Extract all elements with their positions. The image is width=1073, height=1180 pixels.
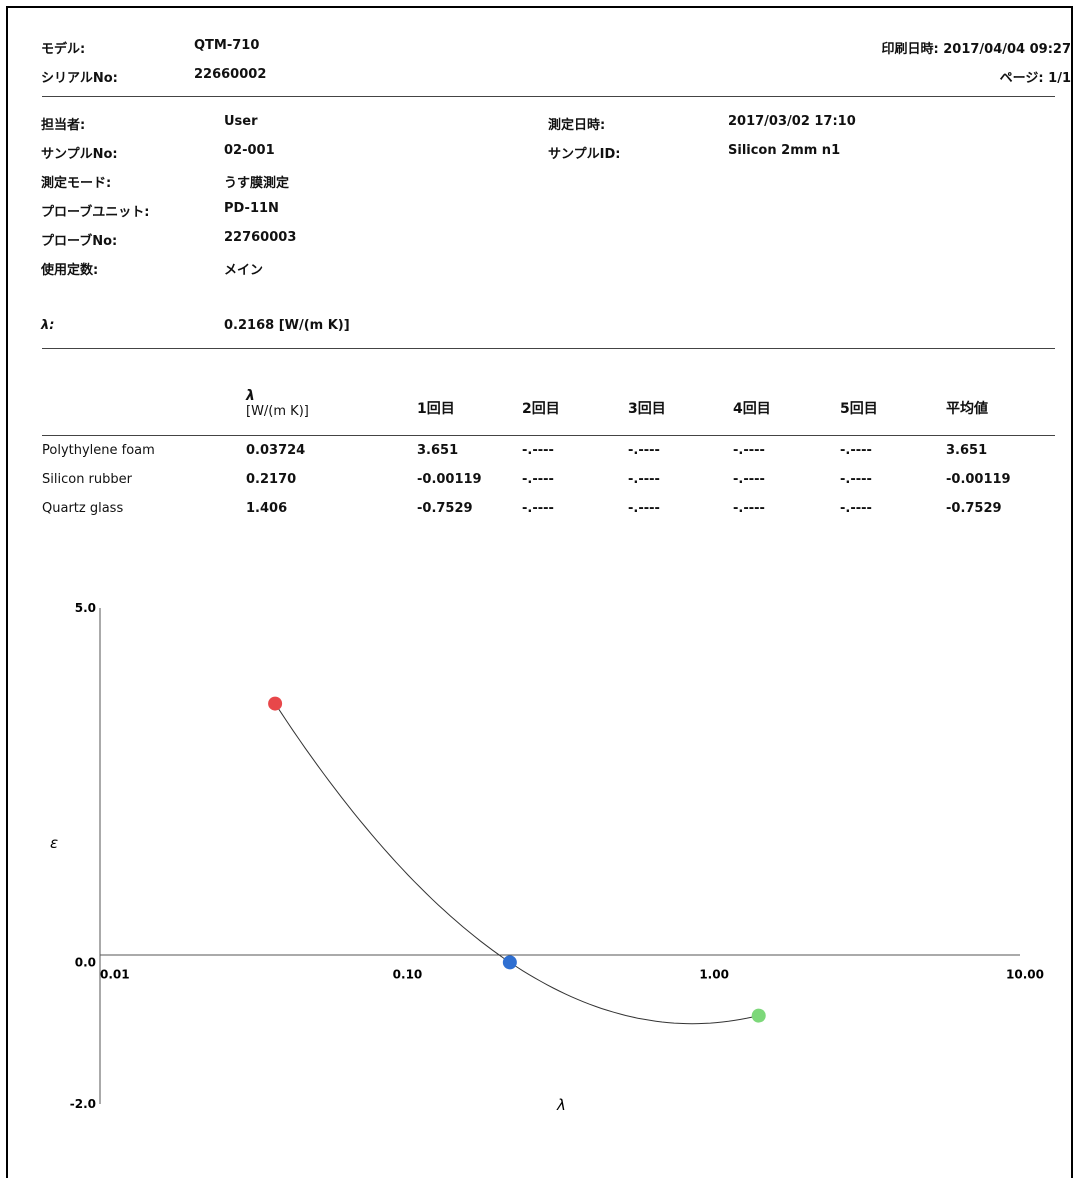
row-run-3: -.---- bbox=[628, 472, 660, 487]
page-label: ページ: bbox=[999, 71, 1044, 86]
info-divider bbox=[42, 348, 1055, 349]
epsilon-lambda-chart: 0.01 0.10 1.00 10.00 5.0 0.0 -2.0 ε λ bbox=[50, 601, 1044, 1114]
row-run-4: -.---- bbox=[733, 443, 765, 458]
mode-label: 測定モード: bbox=[41, 176, 112, 191]
probe-unit-label: プローブユニット: bbox=[41, 205, 150, 220]
col-lambda-unit: [W/(m K)] bbox=[246, 404, 309, 419]
row-run-5: -.---- bbox=[840, 501, 872, 516]
row-run-2: -.---- bbox=[522, 501, 554, 516]
header-divider bbox=[42, 96, 1055, 97]
row-average: 3.651 bbox=[946, 443, 988, 458]
page-number: ページ: 1/1 bbox=[871, 67, 1071, 86]
x-tick-label: 1.00 bbox=[699, 967, 729, 981]
row-run-4: -.---- bbox=[733, 472, 765, 487]
row-run-1: 3.651 bbox=[417, 443, 459, 458]
row-lambda: 0.2170 bbox=[246, 472, 297, 487]
y-tick-label: 0.0 bbox=[75, 955, 96, 969]
print-datetime: 印刷日時: 2017/04/04 09:27 bbox=[841, 38, 1072, 57]
data-point bbox=[502, 955, 517, 970]
col-average: 平均値 bbox=[946, 401, 988, 417]
model-label: モデル: bbox=[41, 42, 86, 57]
row-lambda: 1.406 bbox=[246, 501, 288, 516]
sample-id-label: サンプルID: bbox=[548, 147, 621, 162]
sample-no-label: サンプルNo: bbox=[41, 147, 118, 162]
row-run-4: -.---- bbox=[733, 501, 765, 516]
data-point bbox=[268, 696, 283, 711]
col-run-2: 2回目 bbox=[522, 401, 560, 417]
row-name: Polythylene foam bbox=[42, 443, 155, 458]
x-tick-label: 0.10 bbox=[393, 967, 423, 981]
row-run-1: -0.00119 bbox=[417, 472, 482, 487]
operator-value: User bbox=[224, 114, 258, 129]
col-run-3: 3回目 bbox=[628, 401, 666, 417]
col-lambda-symbol: λ bbox=[246, 388, 255, 404]
mode-value: うす膜測定 bbox=[224, 176, 290, 191]
print-label: 印刷日時: bbox=[881, 42, 939, 57]
col-run-1: 1回目 bbox=[417, 401, 455, 417]
x-tick-label: 0.01 bbox=[100, 967, 130, 981]
row-run-2: -.---- bbox=[522, 443, 554, 458]
lambda-label: λ: bbox=[41, 318, 55, 333]
serial-label: シリアルNo: bbox=[41, 71, 118, 86]
row-average: -0.00119 bbox=[946, 472, 1011, 487]
lambda-value: 0.2168 [W/(m K)] bbox=[224, 318, 350, 333]
x-tick-label: 10.00 bbox=[1006, 967, 1044, 981]
row-run-5: -.---- bbox=[840, 472, 872, 487]
x-axis-label: λ bbox=[556, 1096, 566, 1114]
print-value: 2017/04/04 09:27 bbox=[943, 42, 1071, 57]
y-tick-label: -2.0 bbox=[70, 1097, 96, 1111]
measured-value: 2017/03/02 17:10 bbox=[728, 114, 856, 129]
row-run-5: -.---- bbox=[840, 443, 872, 458]
col-run-4: 4回目 bbox=[733, 401, 771, 417]
constant-value: メイン bbox=[224, 263, 264, 278]
operator-label: 担当者: bbox=[41, 118, 86, 133]
serial-value: 22660002 bbox=[194, 67, 267, 82]
report-page: モデル: QTM-710 シリアルNo: 22660002 印刷日時: 2017… bbox=[6, 6, 1073, 1178]
probe-no-label: プローブNo: bbox=[41, 234, 118, 249]
row-name: Silicon rubber bbox=[42, 472, 132, 487]
constant-label: 使用定数: bbox=[41, 263, 99, 278]
row-lambda: 0.03724 bbox=[246, 443, 306, 458]
y-axis-label: ε bbox=[50, 834, 58, 852]
measured-label: 測定日時: bbox=[548, 118, 606, 133]
y-tick-label: 5.0 bbox=[75, 601, 96, 615]
probe-no-value: 22760003 bbox=[224, 230, 297, 245]
row-name: Quartz glass bbox=[42, 501, 124, 516]
row-average: -0.7529 bbox=[946, 501, 1002, 516]
col-run-5: 5回目 bbox=[840, 401, 878, 417]
row-run-3: -.---- bbox=[628, 501, 660, 516]
fit-curve bbox=[274, 703, 759, 1025]
row-run-2: -.---- bbox=[522, 472, 554, 487]
data-point bbox=[751, 1008, 766, 1023]
sample-id-value: Silicon 2mm n1 bbox=[728, 143, 841, 158]
probe-unit-value: PD-11N bbox=[224, 201, 279, 216]
row-run-3: -.---- bbox=[628, 443, 660, 458]
model-value: QTM-710 bbox=[194, 38, 260, 53]
row-run-1: -0.7529 bbox=[417, 501, 473, 516]
sample-no-value: 02-001 bbox=[224, 143, 275, 158]
table-header-divider bbox=[42, 435, 1055, 436]
page-value: 1/1 bbox=[1048, 71, 1071, 86]
